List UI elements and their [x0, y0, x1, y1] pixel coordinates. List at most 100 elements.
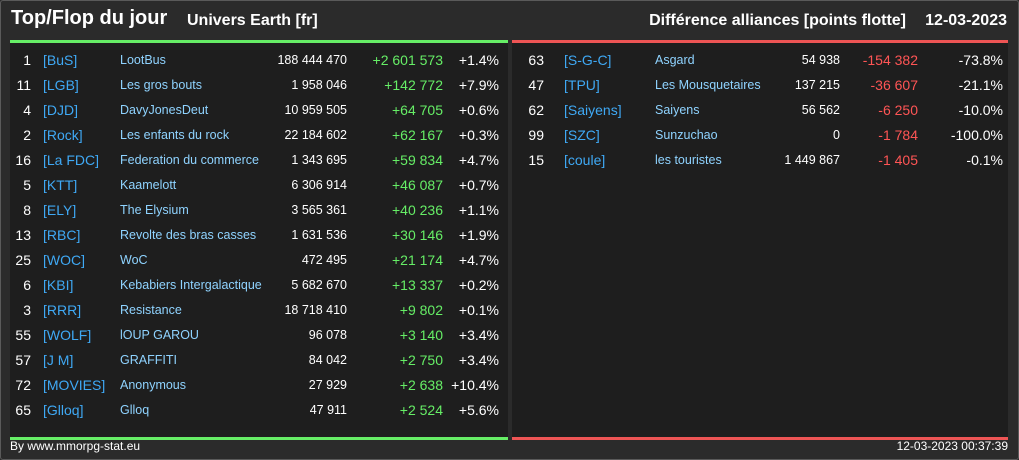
alliance-row: 99 [SZC] Sunzuchao 0 -1 784 -100.0% — [512, 123, 1008, 148]
alliance-row: 63 [S-G-C] Asgard 54 938 -154 382 -73.8% — [512, 48, 1008, 73]
alliance-tag[interactable]: [coule] — [564, 152, 606, 168]
alliance-tag[interactable]: [Glloq] — [43, 402, 84, 418]
alliance-name[interactable]: Federation du commerce — [120, 153, 259, 167]
points-difference: +2 750 — [399, 352, 443, 368]
alliance-tag[interactable]: [SZC] — [564, 127, 600, 143]
alliance-row: 4 [DJD] DavyJonesDeut 10 959 505 +64 705 +0.6… — [10, 98, 508, 123]
alliance-row: 11 [LGB] Les gros bouts 1 958 046 +142 772 +7… — [10, 73, 508, 98]
alliance-tag[interactable]: [LGB] — [43, 77, 79, 93]
alliance-name[interactable]: Les Mousquetaires — [655, 78, 761, 92]
alliance-points: 54 938 — [801, 53, 840, 67]
alliance-name[interactable]: GRAFFITI — [120, 353, 177, 367]
alliance-name[interactable]: Saiyens — [655, 103, 700, 117]
report-date: 12-03-2023 — [925, 12, 1007, 29]
alliance-rank: 25 — [15, 252, 31, 268]
alliance-points: 47 911 — [309, 403, 347, 417]
alliance-name[interactable]: les touristes — [655, 153, 722, 167]
alliance-name[interactable]: Les gros bouts — [120, 78, 202, 92]
alliance-name[interactable]: DavyJonesDeut — [120, 103, 209, 117]
alliance-row: 15 [coule] les touristes 1 449 867 -1 405 -0.… — [512, 148, 1008, 173]
site-credit: By www.mmorpg-stat.eu — [10, 439, 141, 453]
alliance-points: 1 343 695 — [291, 153, 347, 167]
alliance-name[interactable]: lOUP GAROU — [120, 328, 199, 342]
alliance-rank: 16 — [15, 152, 31, 168]
alliance-row: 8 [ELY] The Elysium 3 565 361 +40 236 +1.1% — [10, 198, 508, 223]
alliance-row: 2 [Rock] Les enfants du rock 22 184 602 +62 … — [10, 123, 508, 148]
alliance-points: 1 449 867 — [784, 153, 840, 167]
percent-change: +4.7% — [458, 152, 499, 168]
alliance-points: 96 078 — [308, 328, 347, 342]
percent-change: +1.9% — [458, 227, 499, 243]
alliance-tag[interactable]: [RBC] — [43, 227, 81, 243]
alliance-name[interactable]: Kebabiers Intergalactique — [120, 278, 262, 292]
points-difference: +142 772 — [384, 77, 443, 93]
alliance-name[interactable]: The Elysium — [120, 203, 189, 217]
alliance-tag[interactable]: [DJD] — [43, 102, 78, 118]
points-difference: +2 601 573 — [372, 52, 443, 68]
alliance-tag[interactable]: [WOLF] — [43, 327, 92, 343]
alliance-row: 5 [KTT] Kaamelott 6 306 914 +46 087 +0.7% — [10, 173, 508, 198]
alliance-tag[interactable]: [KBI] — [43, 277, 74, 293]
alliance-tag[interactable]: [MOVIES] — [43, 377, 106, 393]
percent-change: +0.7% — [458, 177, 499, 193]
points-difference: -1 405 — [878, 152, 918, 168]
alliance-name[interactable]: Revolte des bras casses — [120, 228, 257, 242]
alliance-points: 84 042 — [308, 353, 347, 367]
alliance-points: 27 929 — [308, 378, 347, 392]
alliance-row: 47 [TPU] Les Mousquetaires 137 215 -36 607 -2… — [512, 73, 1008, 98]
points-difference: +30 146 — [392, 227, 443, 243]
alliance-tag[interactable]: [WOC] — [43, 252, 85, 268]
alliance-tag[interactable]: [ELY] — [43, 202, 77, 218]
alliance-name[interactable]: Kaamelott — [120, 178, 177, 192]
alliance-tag[interactable]: [J M] — [43, 352, 74, 368]
alliance-name[interactable]: Resistance — [120, 303, 182, 317]
alliance-name[interactable]: Les enfants du rock — [120, 128, 230, 142]
points-difference: +21 174 — [392, 252, 443, 268]
alliance-rank: 5 — [23, 177, 31, 193]
percent-change: +7.9% — [458, 77, 499, 93]
percent-change: -100.0% — [950, 127, 1003, 143]
percent-change: +1.4% — [458, 52, 499, 68]
percent-change: +4.7% — [458, 252, 499, 268]
alliance-tag[interactable]: [KTT] — [43, 177, 78, 193]
alliance-points: 10 959 505 — [284, 103, 347, 117]
points-difference: -36 607 — [870, 77, 918, 93]
alliance-name[interactable]: Asgard — [655, 53, 695, 67]
alliance-name[interactable]: Sunzuchao — [655, 128, 718, 142]
alliance-points: 18 718 410 — [284, 303, 347, 317]
alliance-points: 0 — [833, 128, 840, 142]
percent-change: +0.6% — [458, 102, 499, 118]
alliance-tag[interactable]: [Saiyens] — [564, 102, 622, 118]
alliance-points: 188 444 470 — [277, 53, 347, 67]
points-difference: -1 784 — [878, 127, 918, 143]
alliance-tag[interactable]: [RRR] — [43, 302, 82, 318]
points-difference: -6 250 — [878, 102, 918, 118]
points-difference: +40 236 — [392, 202, 443, 218]
alliance-tag[interactable]: [Rock] — [43, 127, 83, 143]
points-difference: +59 834 — [392, 152, 443, 168]
percent-change: +10.4% — [451, 377, 499, 393]
alliance-tag[interactable]: [La FDC] — [43, 152, 100, 168]
alliance-rank: 62 — [528, 102, 544, 118]
alliance-name[interactable]: Anonymous — [120, 378, 187, 392]
alliance-tag[interactable]: [BuS] — [43, 52, 78, 68]
alliance-name[interactable]: LootBus — [120, 53, 166, 67]
percent-change: +5.6% — [458, 402, 499, 418]
points-difference: +2 638 — [399, 377, 443, 393]
alliance-name[interactable]: WoC — [120, 253, 148, 267]
alliance-row: 16 [La FDC] Federation du commerce 1 343 69… — [10, 148, 508, 173]
percent-change: +0.1% — [458, 302, 499, 318]
alliance-points: 472 495 — [301, 253, 347, 267]
alliance-name[interactable]: Glloq — [120, 403, 150, 417]
alliance-rank: 6 — [23, 277, 31, 293]
universe-subtitle: Univers Earth [fr] — [187, 12, 318, 29]
percent-change: +0.3% — [458, 127, 499, 143]
alliance-rank: 99 — [528, 127, 544, 143]
stat-type-title: Différence alliances [points flotte] — [649, 12, 906, 29]
alliance-row: 72 [MOVIES] Anonymous 27 929 +2 638 +10.4% — [10, 373, 508, 398]
alliance-tag[interactable]: [TPU] — [564, 77, 600, 93]
points-difference: +46 087 — [392, 177, 443, 193]
points-difference: +2 524 — [399, 402, 443, 418]
alliance-points: 1 958 046 — [291, 78, 347, 92]
alliance-tag[interactable]: [S-G-C] — [564, 52, 612, 68]
